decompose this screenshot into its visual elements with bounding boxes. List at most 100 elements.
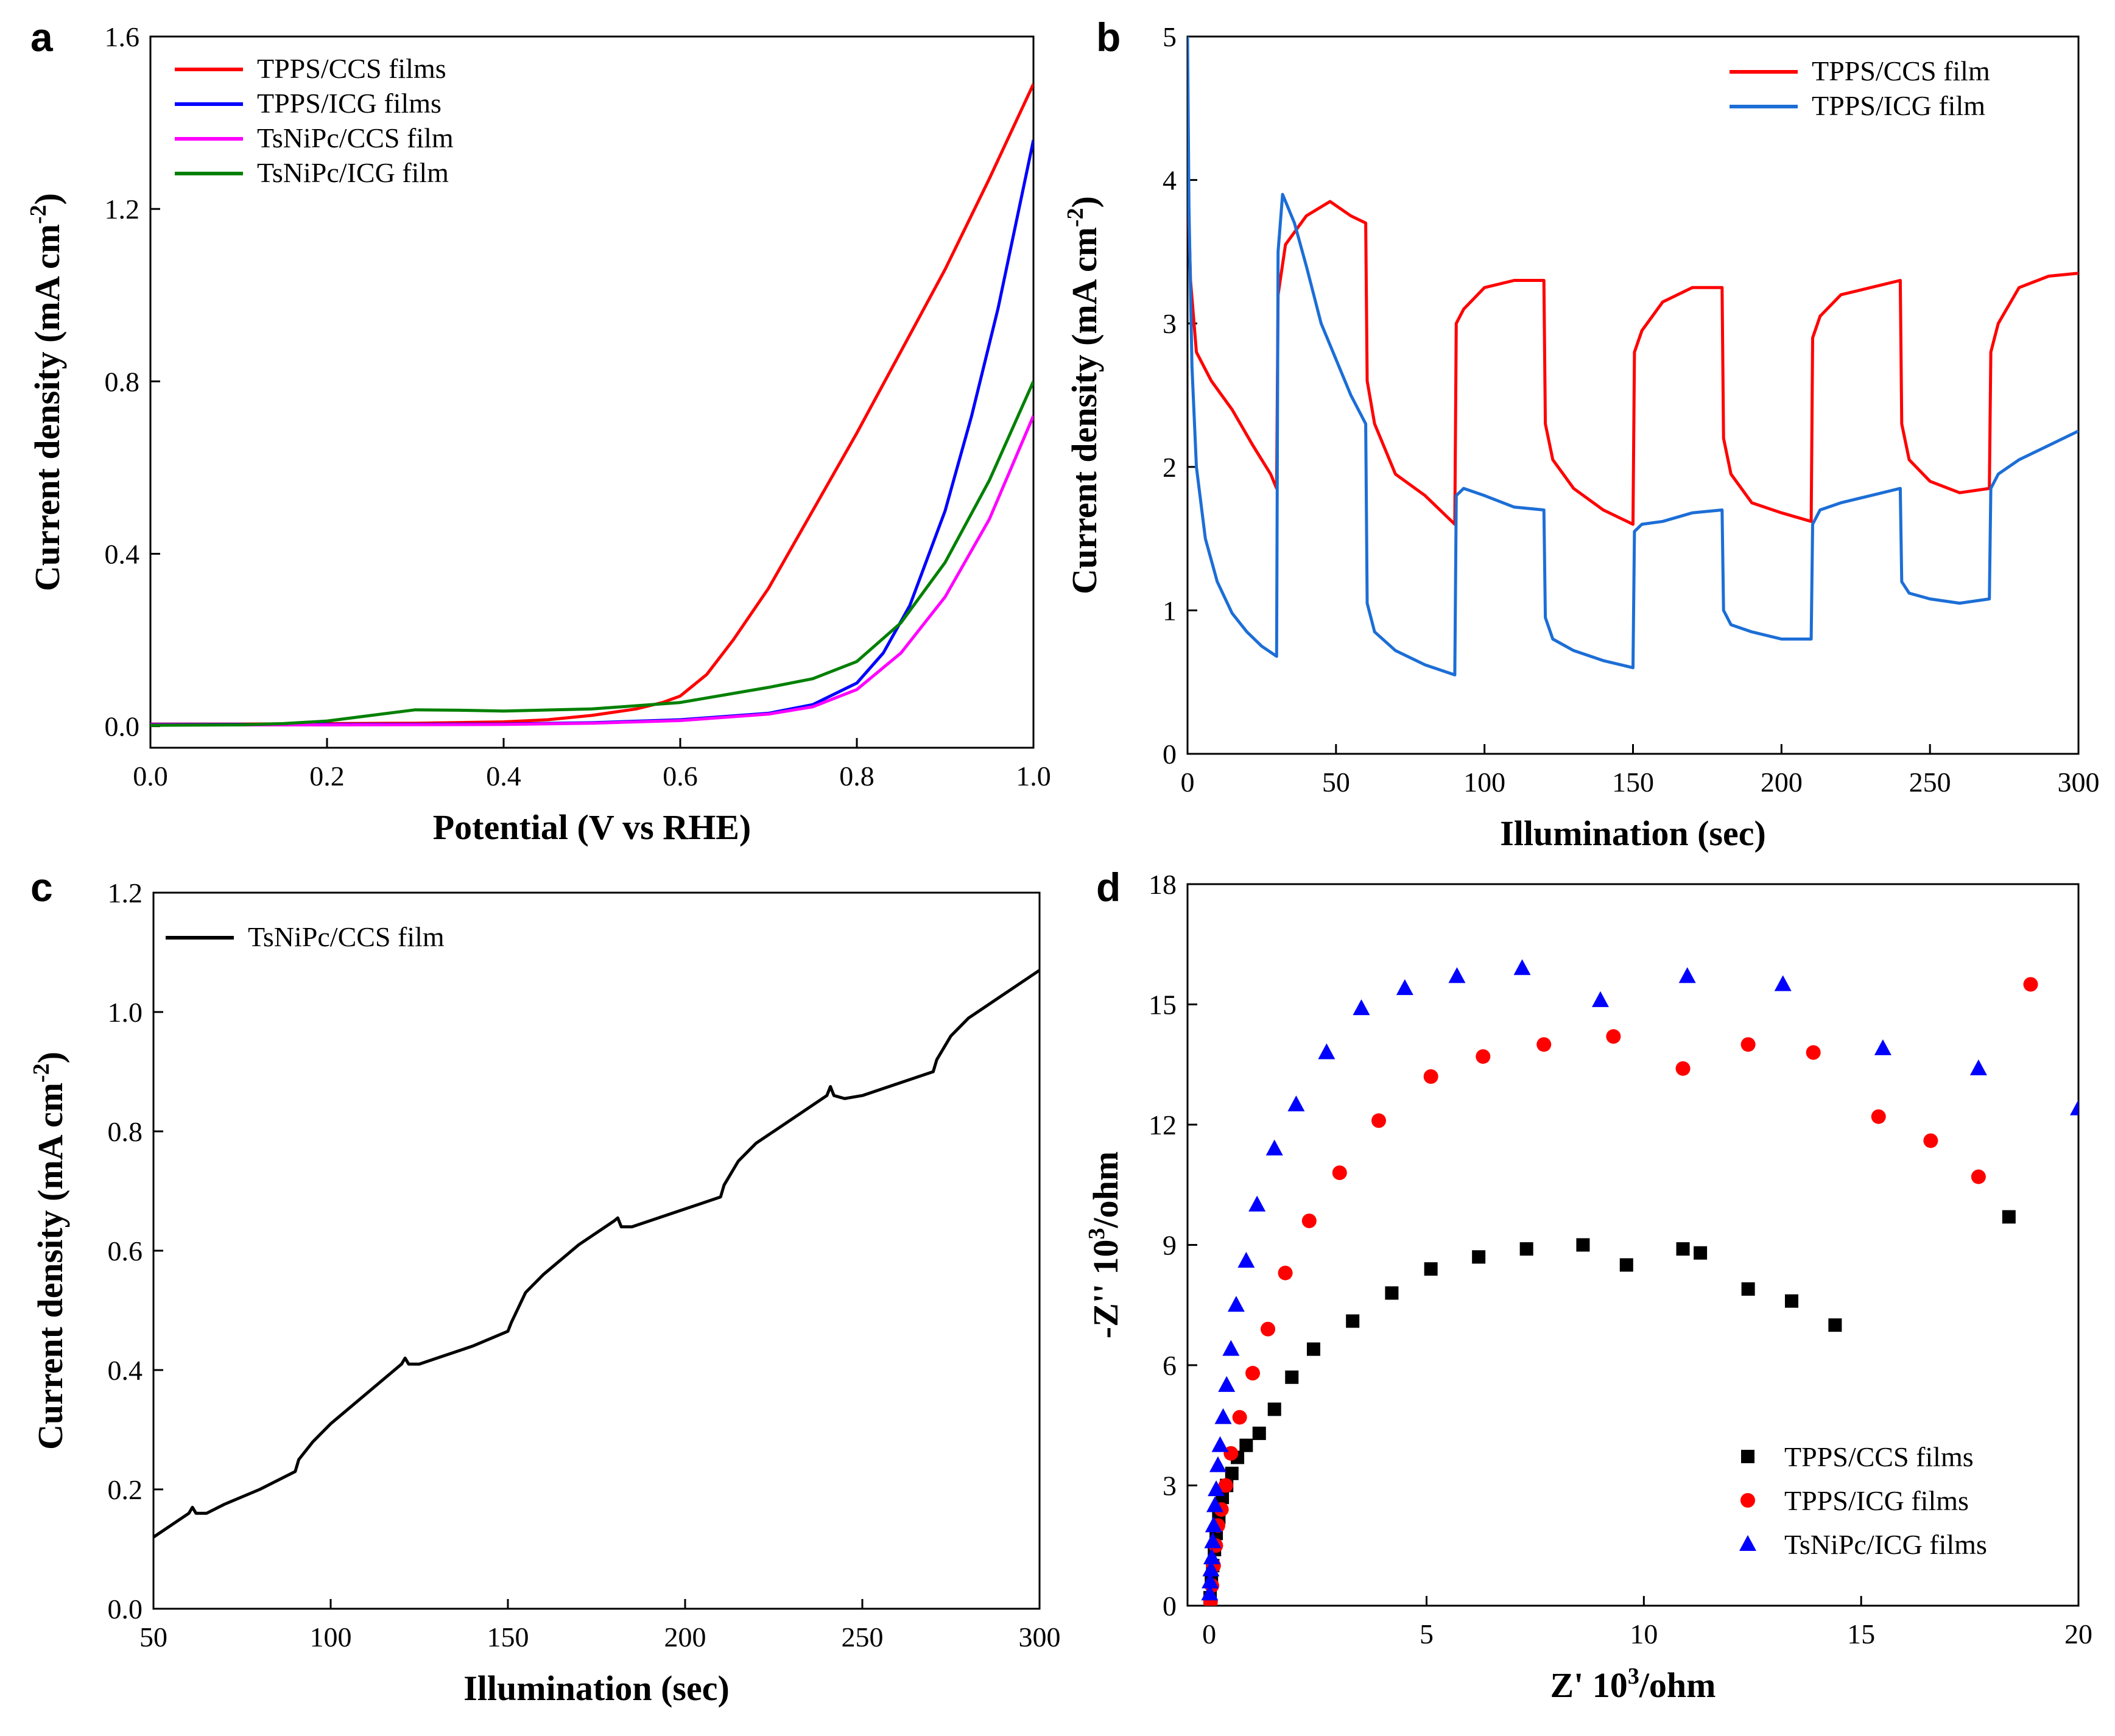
legend-label: TsNiPc/ICG film: [257, 157, 449, 188]
y-axis-label: Current density (mA cm-2): [1063, 196, 1104, 594]
data-point: [1675, 1061, 1691, 1076]
data-point: [1740, 1037, 1756, 1052]
y-tick-label: 0.4: [108, 1355, 143, 1386]
y-tick-label: 1.0: [108, 997, 143, 1028]
y-tick-label: 3: [1163, 308, 1177, 339]
data-point: [1741, 1282, 1755, 1296]
data-point: [1476, 1049, 1491, 1064]
x-axis-label: Z' 103/ohm: [1550, 1664, 1716, 1705]
y-axis-label-text: Current density (mA cm: [30, 1083, 70, 1450]
data-point: [1332, 1165, 1347, 1180]
series-line-4: [150, 381, 1033, 727]
x-tick-label: 0.0: [133, 761, 168, 792]
data-point: [1232, 1410, 1247, 1425]
y-axis-label: Current density (mA cm-2): [26, 193, 67, 591]
panel-a-chart: 0.0 0.2 0.4 0.6 0.8 1.0 0.0 0.4 0.8 1.2 1.6 Potenti…: [26, 21, 1051, 847]
data-point: [1214, 1408, 1232, 1424]
data-point: [1208, 1480, 1225, 1497]
y-axis-label-sup: 3: [1084, 1228, 1110, 1239]
data-point: [1871, 1109, 1886, 1124]
y-tick-label: 0.2: [108, 1474, 143, 1505]
series-line-1: [1188, 165, 2078, 526]
x-axis-label-sup: 3: [1628, 1664, 1639, 1689]
legend-label: TsNiPc/CCS film: [248, 921, 445, 952]
data-point: [1267, 1402, 1281, 1416]
x-tick-label: 0.4: [486, 761, 521, 792]
y-axis-label-text: -Z'' 10: [1086, 1239, 1125, 1338]
legend-swatch: [1740, 1493, 1755, 1508]
series-line-3: [150, 415, 1033, 726]
data-point: [1828, 1318, 1842, 1332]
data-point: [2070, 1099, 2078, 1116]
x-tick-label: 0.6: [663, 761, 698, 792]
x-axis-label: Illumination (sec): [463, 1668, 730, 1708]
data-point: [1201, 1584, 1219, 1601]
series-line-1: [153, 969, 1040, 1539]
data-point: [1806, 1045, 1821, 1060]
x-tick-label: 1.0: [1016, 761, 1051, 792]
y-axis-label-tail: ): [1065, 196, 1104, 208]
data-point: [1519, 1242, 1533, 1256]
data-point: [1371, 1113, 1387, 1128]
data-point: [1306, 1342, 1320, 1356]
y-tick-label: 6: [1163, 1350, 1177, 1381]
data-point: [1472, 1250, 1486, 1264]
legend-label: TPPS/CCS films: [1784, 1441, 1974, 1472]
y-axis-label-tail: ): [30, 1052, 70, 1063]
y-tick-label: 15: [1149, 989, 1177, 1021]
panel-b-letter: b: [1096, 15, 1121, 60]
x-tick-label: 5: [1420, 1618, 1434, 1650]
x-tick-label: 0.2: [309, 761, 345, 792]
data-point: [2023, 977, 2038, 992]
data-point: [1318, 1043, 1336, 1060]
x-tick-label: 250: [842, 1622, 884, 1653]
y-axis-label: -Z'' 103/ohm: [1084, 1151, 1125, 1338]
data-point: [1678, 967, 1696, 983]
y-axis-label-tail: ): [27, 193, 67, 205]
x-tick-label: 15: [1847, 1618, 1875, 1650]
panel-a-letter: a: [30, 15, 54, 60]
data-point: [1424, 1262, 1438, 1276]
data-point: [2002, 1210, 2016, 1224]
x-axis-label-text: Illumination (sec): [463, 1668, 730, 1708]
y-axis-label: Current density (mA cm-2): [29, 1052, 70, 1450]
data-point: [1301, 1214, 1317, 1228]
y-tick-label: 0.6: [108, 1235, 143, 1267]
data-point: [1218, 1478, 1233, 1493]
x-tick-label: 200: [1761, 767, 1803, 798]
x-tick-label: 100: [1463, 767, 1505, 798]
y-tick-label: 1: [1163, 595, 1177, 626]
data-point: [1576, 1238, 1590, 1252]
x-tick-label: 0.8: [839, 761, 875, 792]
y-tick-label: 0.0: [105, 711, 140, 742]
data-point: [1971, 1169, 1986, 1184]
x-axis-label-text: Potential (V vs RHE): [433, 807, 751, 847]
y-axis-label-text: Current density (mA cm: [1065, 227, 1104, 594]
data-point: [1252, 1426, 1266, 1440]
y-tick-label: 18: [1149, 869, 1177, 900]
data-point: [1591, 991, 1609, 1007]
y-tick-label: 0: [1163, 1590, 1177, 1622]
data-point: [1204, 1532, 1222, 1548]
panel-d-letter: d: [1096, 865, 1121, 910]
data-point: [1353, 999, 1370, 1016]
x-tick-label: 200: [664, 1622, 706, 1653]
data-point: [1448, 967, 1466, 983]
y-tick-label: 0: [1163, 739, 1177, 770]
data-point: [1287, 1095, 1305, 1112]
x-axis-label: Potential (V vs RHE): [433, 807, 751, 847]
y-tick-label: 0.4: [105, 538, 140, 569]
data-point: [1261, 1321, 1276, 1337]
data-point: [1606, 1029, 1621, 1044]
y-tick-label: 5: [1163, 21, 1177, 52]
x-axis-label-text: Z' 10: [1550, 1665, 1628, 1705]
data-point: [1923, 1133, 1938, 1148]
data-point: [1346, 1314, 1360, 1328]
y-axis-label-tail: /ohm: [1086, 1151, 1125, 1229]
data-point: [1202, 1560, 1220, 1576]
x-axis-label: Illumination (sec): [1500, 814, 1766, 853]
legend-swatch: [1741, 1450, 1754, 1463]
x-tick-label: 10: [1630, 1618, 1658, 1650]
y-axis-label-sup: -2: [26, 205, 51, 224]
